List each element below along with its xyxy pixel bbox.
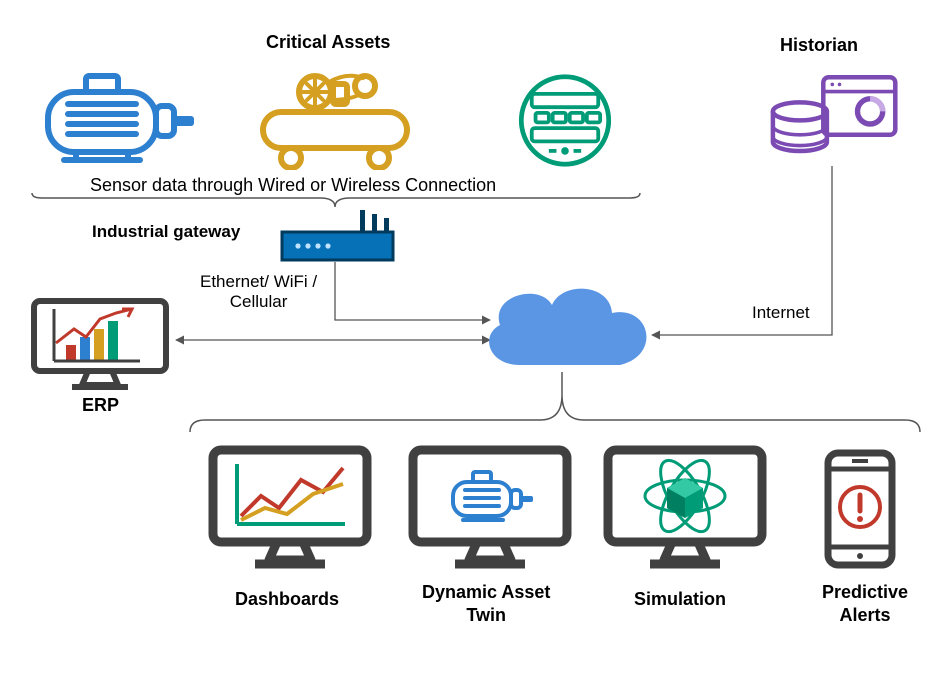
historian-icon	[760, 70, 910, 160]
simulation-monitor-icon	[600, 444, 770, 574]
dashboards-label: Dashboards	[235, 589, 339, 610]
compressor-icon	[255, 70, 415, 170]
critical-assets-label: Critical Assets	[266, 32, 390, 53]
historian-label: Historian	[780, 35, 858, 56]
predictive-alerts-phone-icon	[820, 447, 900, 571]
predictive-alerts-label: Predictive Alerts	[822, 581, 908, 626]
simulation-label: Simulation	[634, 589, 726, 610]
sensor-data-label: Sensor data through Wired or Wireless Co…	[90, 175, 496, 196]
ethernet-wifi-cellular-label: Ethernet/ WiFi / Cellular	[200, 272, 317, 313]
cloud-icon	[470, 275, 660, 375]
outputs-group-bracket	[190, 395, 920, 432]
industrial-gateway-icon	[280, 210, 395, 262]
dynamic-asset-twin-label: Dynamic Asset Twin	[422, 581, 550, 626]
meter-icon	[500, 73, 630, 168]
erp-monitor-icon	[28, 295, 173, 395]
industrial-gateway-label: Industrial gateway	[92, 222, 240, 242]
internet-label: Internet	[752, 303, 810, 323]
motor-icon	[40, 70, 200, 170]
edge-gateway-to-cloud	[335, 262, 490, 320]
erp-label: ERP	[82, 395, 119, 416]
dynamic-asset-twin-monitor-icon	[405, 444, 575, 574]
dashboards-monitor-icon	[205, 444, 375, 574]
